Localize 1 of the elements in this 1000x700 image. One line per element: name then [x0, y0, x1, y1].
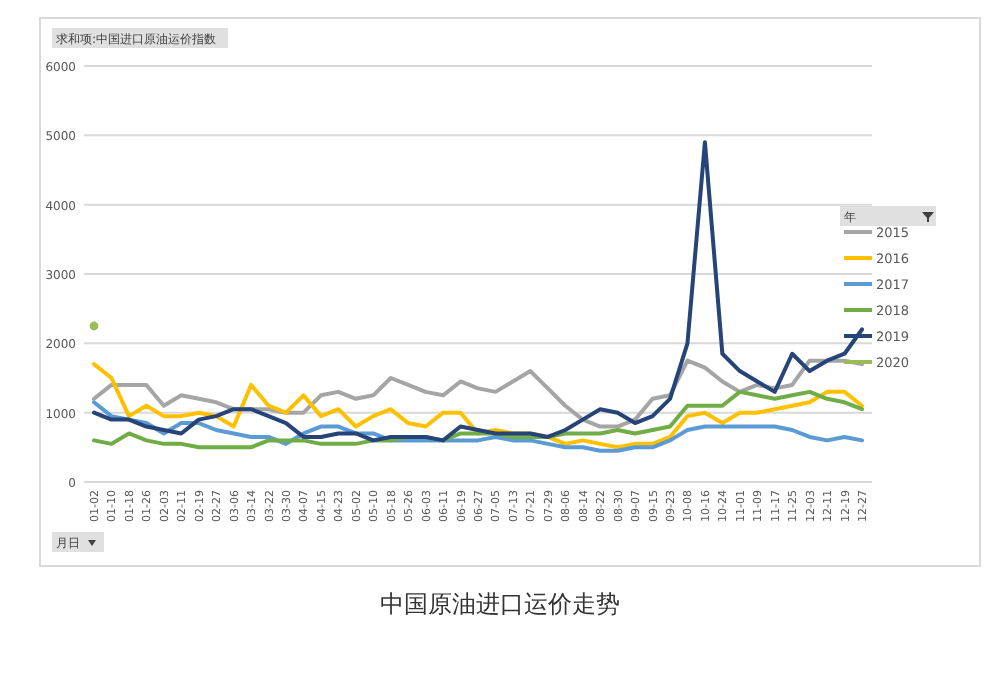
- text: 中国原油进口运价走势: [380, 590, 620, 618]
